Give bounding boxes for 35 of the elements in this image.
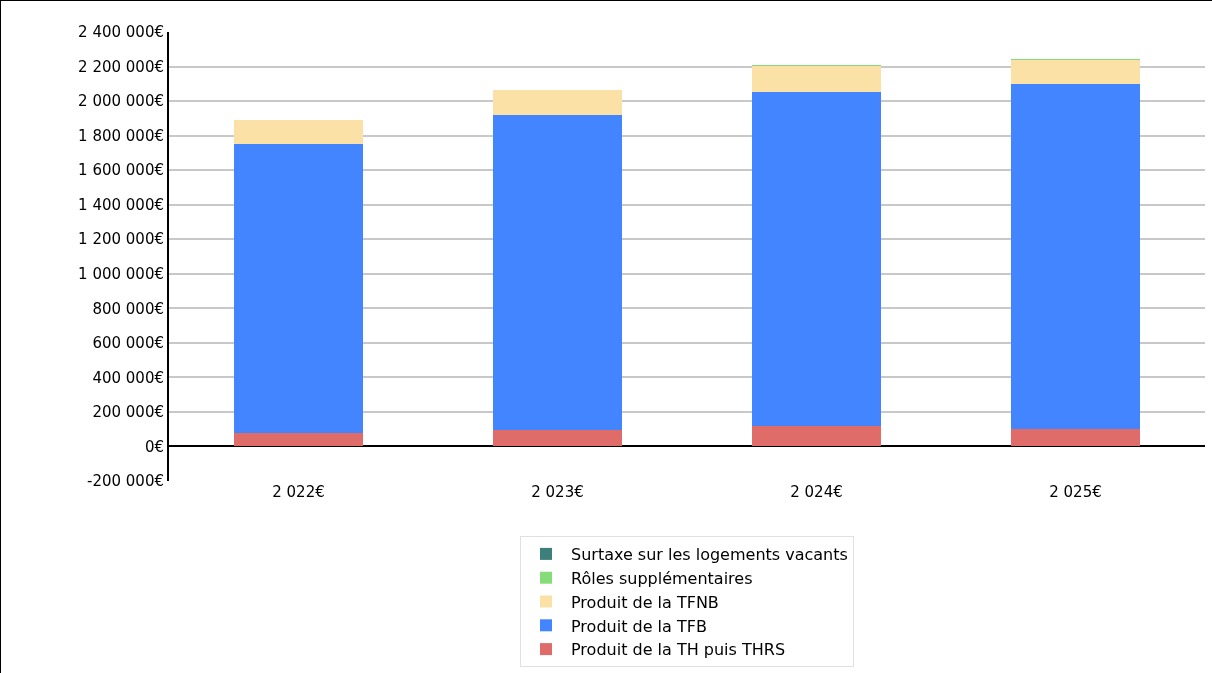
bar: [1010, 428, 1141, 447]
y-tick-label: 2 200 000€: [78, 57, 164, 76]
legend-label: Produit de la TFNB: [571, 592, 719, 612]
x-tick-label: 2 022€: [272, 483, 325, 501]
y-tick-label: 400 000€: [92, 368, 164, 387]
y-tick-label: 200 000€: [92, 403, 164, 422]
y-tick-label: 1 800 000€: [78, 126, 164, 145]
legend-label: Surtaxe sur les logements vacants: [571, 545, 848, 565]
bar: [233, 143, 364, 433]
bar: [1010, 60, 1141, 84]
legend-label: Produit de la TFB: [571, 616, 707, 636]
bar: [492, 89, 623, 116]
y-tick-label: 1 600 000€: [78, 161, 164, 180]
y-tick-label: 800 000€: [92, 299, 164, 318]
bar: [751, 65, 882, 92]
y-tick-label: 2 400 000€: [78, 23, 164, 42]
bar: [233, 120, 364, 144]
y-tick-label: -200 000€: [87, 472, 164, 491]
x-tick-label: 2 024€: [790, 483, 843, 501]
bar: [751, 425, 882, 447]
y-tick-label: 1 400 000€: [78, 195, 164, 214]
bar: [492, 429, 623, 447]
bar: [1010, 83, 1141, 429]
x-tick-label: 2 025€: [1049, 483, 1102, 501]
bar: [751, 91, 882, 426]
y-tick-label: 0€: [144, 437, 164, 456]
y-tick-label: 1 200 000€: [78, 230, 164, 249]
legend-label: Rôles supplémentaires: [571, 568, 753, 588]
bar: [492, 115, 623, 430]
legend-label: Produit de la TH puis THRS: [571, 640, 786, 660]
y-tick-label: 1 000 000€: [78, 265, 164, 284]
y-tick-label: 600 000€: [92, 334, 164, 353]
y-tick-label: 2 000 000€: [78, 92, 164, 111]
x-tick-label: 2 023€: [531, 483, 584, 501]
bar: [233, 432, 364, 447]
